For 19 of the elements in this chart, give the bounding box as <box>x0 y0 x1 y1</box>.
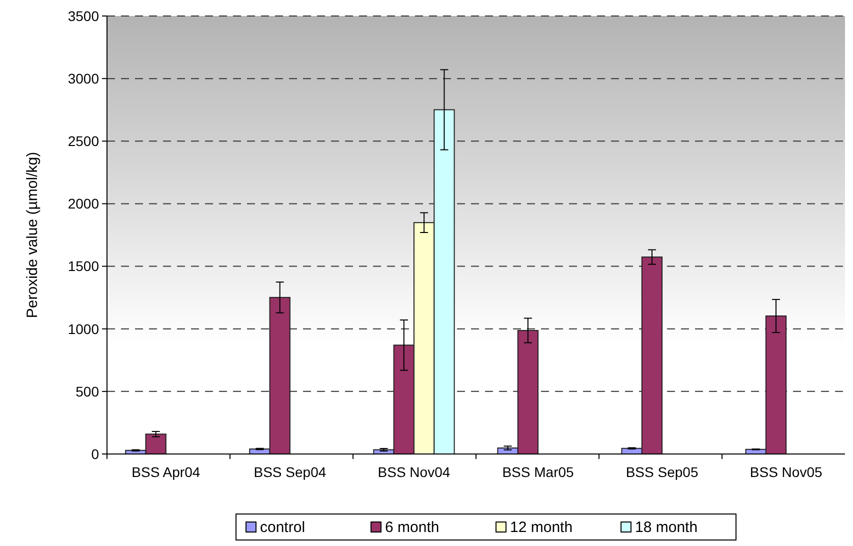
x-tick-label: BSS Apr04 <box>132 464 200 480</box>
legend-label: 18 month <box>635 519 698 536</box>
x-tick-label: BSS Sep04 <box>254 464 326 480</box>
y-tick-label: 1000 <box>68 320 100 337</box>
y-tick-label: 0 <box>91 446 100 462</box>
y-axis-title: Peroxide value (µmol/kg) <box>24 152 41 318</box>
y-tick-label: 500 <box>76 383 100 400</box>
x-tick-label: BSS Nov05 <box>750 464 822 480</box>
x-tick-label: BSS Sep05 <box>626 464 698 480</box>
x-tick-label: BSS Mar05 <box>502 464 574 480</box>
x-tick-label: BSS Nov04 <box>378 464 450 480</box>
y-tick-label: 2500 <box>68 133 100 150</box>
y-tick-label: 2000 <box>68 196 100 212</box>
y-tick-label: 3000 <box>68 70 100 86</box>
legend-label: control <box>260 519 306 536</box>
y-tick-label: 1500 <box>68 258 100 274</box>
legend-label: 12 month <box>510 519 573 536</box>
y-tick-label: 3500 <box>68 8 100 24</box>
legend-label: 6 month <box>385 519 440 536</box>
